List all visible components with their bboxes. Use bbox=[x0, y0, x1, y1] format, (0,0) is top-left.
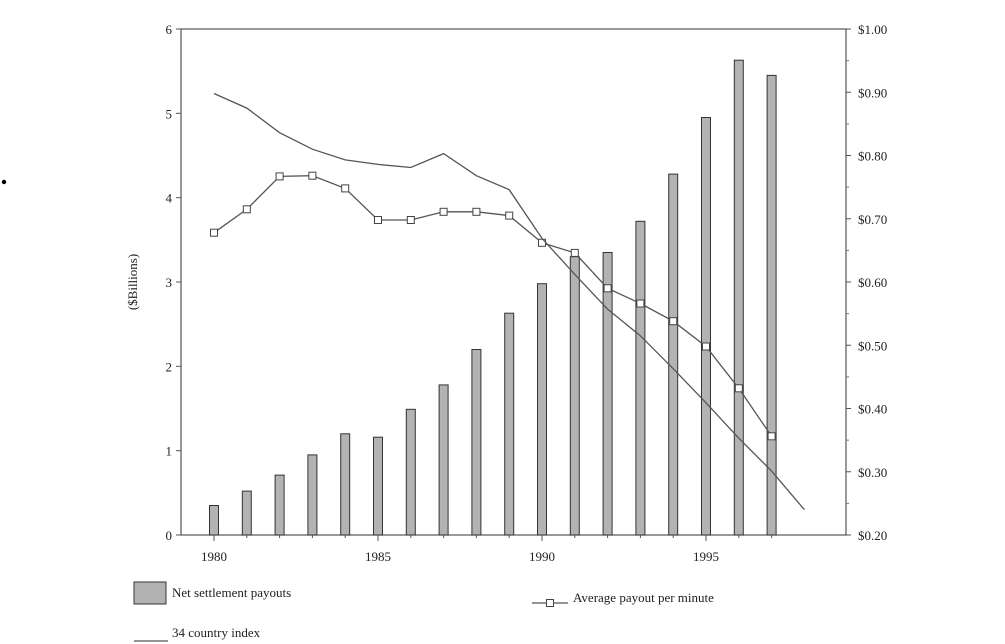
point-average-payout-1988 bbox=[472, 207, 481, 216]
bar-1982 bbox=[274, 474, 285, 536]
x-tick-label: 1980 bbox=[201, 549, 227, 564]
point-average-payout-1994 bbox=[669, 317, 678, 326]
bar-1997 bbox=[766, 74, 777, 536]
legend: Net settlement payouts Average payout pe… bbox=[133, 581, 714, 642]
point-average-payout-1982 bbox=[275, 172, 284, 181]
right-tick-label: $0.50 bbox=[858, 338, 887, 353]
bar-1993 bbox=[635, 220, 646, 536]
y-axis-title: ($Billions) bbox=[125, 254, 140, 310]
series-line-average-payout bbox=[213, 175, 773, 437]
right-tick-label: $0.30 bbox=[858, 465, 887, 480]
legend-label-bars: Net settlement payouts bbox=[172, 585, 291, 600]
bar-1980 bbox=[209, 505, 219, 536]
x-tick-label: 1985 bbox=[365, 549, 391, 564]
bar-1984 bbox=[340, 433, 351, 536]
legend-swatch-bars bbox=[133, 581, 167, 605]
right-tick-label: $1.00 bbox=[858, 22, 887, 37]
legend-marker-avg bbox=[546, 599, 554, 607]
lines-layer bbox=[210, 92, 805, 511]
bar-1983 bbox=[307, 454, 318, 536]
right-y-axis: $0.20 $0.30 $0.40 $0.50 $0.60 $0.70 $0.80 $0.90… bbox=[846, 22, 887, 543]
point-average-payout-1989 bbox=[505, 211, 514, 220]
bar-1987 bbox=[438, 384, 449, 536]
bars-layer bbox=[209, 59, 777, 536]
point-average-payout-1981 bbox=[242, 205, 251, 214]
point-average-payout-1983 bbox=[308, 171, 317, 180]
bar-1990 bbox=[537, 283, 547, 536]
bar-1985 bbox=[373, 436, 383, 536]
point-average-payout-1985 bbox=[374, 216, 382, 224]
scan-dot bbox=[1, 179, 7, 185]
right-tick-label: $0.60 bbox=[858, 275, 887, 290]
legend-label-index: 34 country index bbox=[172, 625, 261, 640]
point-average-payout-1984 bbox=[341, 184, 350, 193]
right-tick-label: $0.80 bbox=[858, 149, 887, 164]
bar-1992 bbox=[602, 252, 613, 536]
point-average-payout-1980 bbox=[210, 228, 218, 237]
point-average-payout-1986 bbox=[406, 216, 415, 224]
x-tick-label: 1990 bbox=[529, 549, 555, 564]
bar-1991 bbox=[569, 256, 580, 536]
point-average-payout-1991 bbox=[570, 248, 579, 257]
point-average-payout-1992 bbox=[603, 284, 612, 293]
point-average-payout-1997 bbox=[767, 432, 776, 441]
left-tick-label: 2 bbox=[166, 359, 173, 374]
right-tick-label: $0.40 bbox=[858, 402, 887, 417]
bar-1988 bbox=[471, 349, 482, 536]
x-axis: 1980 1985 1990 1995 bbox=[201, 535, 773, 564]
bar-1986 bbox=[405, 408, 416, 536]
left-y-axis: 0 1 2 3 4 5 6 bbox=[166, 22, 181, 543]
left-tick-label: 4 bbox=[166, 191, 173, 206]
left-tick-label: 0 bbox=[166, 528, 173, 543]
bar-1994 bbox=[668, 173, 679, 536]
left-tick-label: 5 bbox=[166, 106, 173, 121]
right-tick-label: $0.70 bbox=[858, 212, 887, 227]
point-average-payout-1995 bbox=[702, 342, 710, 351]
bar-1995 bbox=[701, 117, 711, 536]
point-average-payout-1996 bbox=[734, 384, 743, 393]
series-line-country-index bbox=[213, 92, 805, 511]
point-average-payout-1987 bbox=[439, 207, 448, 216]
x-tick-label: 1995 bbox=[693, 549, 719, 564]
left-tick-label: 1 bbox=[166, 444, 173, 459]
left-tick-label: 6 bbox=[166, 22, 173, 37]
bar-1989 bbox=[504, 312, 515, 536]
point-average-payout-1993 bbox=[636, 299, 645, 308]
left-tick-label: 3 bbox=[166, 275, 173, 290]
right-tick-label: $0.90 bbox=[858, 85, 887, 100]
legend-label-avg: Average payout per minute bbox=[573, 590, 714, 605]
right-tick-label: $0.20 bbox=[858, 528, 887, 543]
bar-1981 bbox=[241, 490, 252, 536]
bar-1996 bbox=[733, 59, 744, 536]
